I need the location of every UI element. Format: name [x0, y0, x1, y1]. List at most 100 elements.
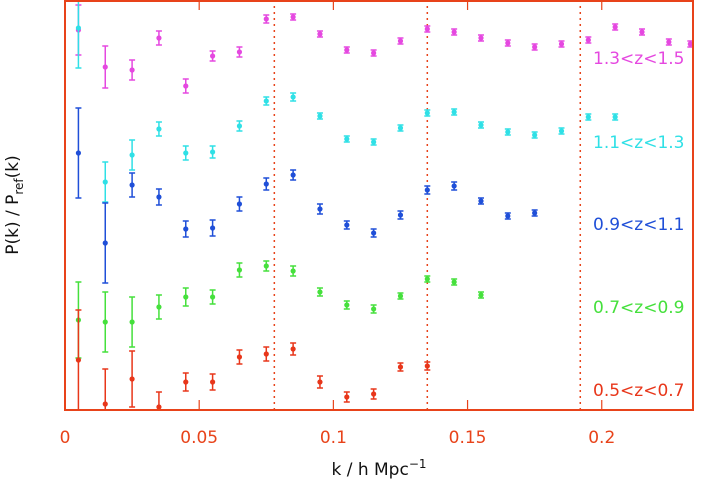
data-point [371, 50, 377, 56]
data-point [129, 182, 135, 188]
data-point [451, 183, 457, 189]
data-point [102, 64, 108, 70]
data-point [397, 364, 404, 370]
data-point [156, 35, 162, 41]
y-axis-label: P(k) / Pref(k) [3, 155, 26, 255]
data-point [156, 126, 162, 132]
data-point [478, 35, 484, 41]
series-label: 0.9<z<1.1 [593, 215, 684, 235]
data-point [290, 94, 296, 100]
y-label-end: (k) [3, 155, 23, 178]
data-point [612, 24, 618, 30]
data-point [210, 149, 216, 155]
data-point [532, 44, 538, 50]
data-point [263, 98, 269, 104]
data-point [532, 210, 538, 216]
data-point [263, 16, 269, 22]
axis-frame [64, 0, 694, 411]
data-point [183, 226, 189, 232]
data-point [183, 294, 189, 300]
data-point [397, 125, 404, 131]
data-point [317, 113, 323, 119]
data-point [478, 198, 484, 204]
data-point [210, 294, 216, 300]
data-point [424, 110, 430, 116]
data-point [236, 49, 243, 55]
data-point [102, 401, 108, 407]
data-point [290, 268, 296, 274]
data-point [75, 150, 82, 156]
x-label-sup: −1 [409, 457, 427, 471]
data-point [183, 379, 189, 385]
data-point [505, 40, 511, 46]
data-point [397, 38, 404, 44]
data-point [290, 346, 296, 352]
series-label: 1.1<z<1.3 [593, 133, 684, 153]
data-point [451, 109, 457, 115]
data-point [236, 354, 243, 360]
data-point [210, 53, 216, 59]
data-point [424, 363, 430, 369]
data-point [424, 276, 430, 282]
data-point [156, 304, 162, 310]
x-tick-label: 0.1 [320, 428, 347, 448]
data-point [344, 136, 350, 142]
data-point [371, 391, 377, 397]
data-point [129, 376, 135, 382]
data-point [156, 404, 162, 410]
data-point [75, 25, 82, 31]
data-point [344, 222, 350, 228]
data-point [236, 267, 243, 273]
data-point [478, 292, 484, 298]
data-point [263, 351, 269, 357]
data-point [344, 394, 350, 400]
data-point [344, 47, 350, 53]
data-point [102, 319, 108, 325]
data-point [585, 114, 591, 120]
data-point [666, 39, 672, 45]
data-point [371, 139, 377, 145]
data-point [317, 206, 323, 212]
data-point [397, 212, 404, 218]
data-point [687, 41, 693, 47]
series-label: 1.3<z<1.5 [593, 49, 684, 69]
data-point [344, 302, 350, 308]
data-point [317, 289, 323, 295]
plot-area [75, 0, 693, 410]
x-label-main: k / h Mpc [331, 460, 408, 480]
data-point [102, 179, 108, 185]
data-point [75, 357, 82, 363]
x-tick-label: 0 [60, 428, 71, 448]
y-label-main: P(k) / P [3, 195, 23, 255]
data-point [612, 114, 618, 120]
data-point [558, 41, 565, 47]
data-point [263, 263, 269, 269]
data-point [183, 150, 189, 156]
data-point [236, 123, 243, 129]
data-point [451, 279, 457, 285]
data-point [371, 306, 377, 312]
data-point [585, 37, 591, 43]
x-tick-label: 0.05 [180, 428, 218, 448]
data-point [290, 172, 296, 178]
data-point [397, 293, 404, 299]
data-point [317, 379, 323, 385]
data-point [424, 26, 430, 32]
data-point [505, 213, 511, 219]
data-point [210, 225, 216, 231]
series-label: 0.7<z<0.9 [593, 298, 684, 318]
data-point [290, 14, 296, 20]
data-point [424, 187, 430, 193]
data-point [317, 31, 323, 37]
data-point [129, 67, 135, 73]
data-point [639, 29, 645, 35]
error-bar [75, 0, 82, 69]
data-point [129, 152, 135, 158]
data-point [129, 319, 135, 325]
data-point [210, 379, 216, 385]
series-label: 0.5<z<0.7 [593, 381, 684, 401]
data-point [263, 181, 269, 187]
data-point [102, 240, 108, 246]
x-tick-label: 0.2 [588, 428, 615, 448]
